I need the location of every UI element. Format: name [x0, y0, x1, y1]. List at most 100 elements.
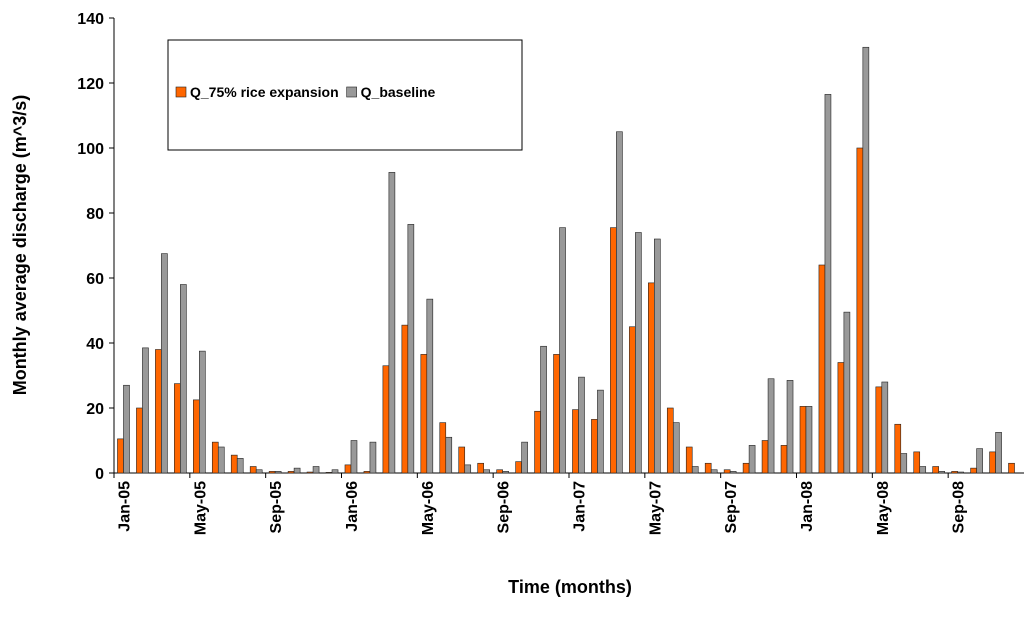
bar: [995, 432, 1002, 474]
bar: [805, 406, 813, 474]
bar: [521, 441, 528, 474]
bar: [211, 441, 219, 474]
y-tick-label: 80: [86, 206, 104, 223]
bar: [445, 436, 453, 474]
x-tick-label: Jan-08: [799, 481, 816, 532]
bar: [255, 469, 263, 474]
bar: [761, 440, 769, 474]
x-tick-label: Sep-07: [723, 481, 740, 534]
bar: [666, 407, 674, 474]
bar: [325, 472, 333, 474]
bar: [799, 406, 807, 474]
bar: [274, 471, 282, 474]
bar: [654, 238, 661, 474]
bar: [932, 466, 939, 474]
y-tick-label: 20: [86, 401, 104, 418]
bar: [439, 422, 447, 474]
legend-box: [167, 39, 523, 151]
bar: [426, 298, 434, 474]
bar: [767, 378, 775, 474]
bar: [648, 282, 655, 474]
bar: [837, 362, 845, 474]
bar: [824, 94, 832, 474]
bar: [742, 462, 750, 474]
bar: [704, 462, 712, 474]
bar: [881, 381, 889, 474]
bar: [957, 471, 964, 474]
bar: [786, 380, 794, 474]
y-tick-label: 40: [86, 336, 104, 353]
x-tick-label: Sep-08: [951, 481, 968, 534]
bar: [919, 466, 927, 474]
x-tick-label: Jan-07: [571, 481, 588, 532]
bar: [685, 446, 693, 474]
x-tick-label: May-08: [875, 481, 892, 535]
bar: [388, 172, 396, 474]
bar: [900, 453, 908, 474]
bar: [369, 441, 377, 474]
bar: [515, 461, 522, 474]
bar: [540, 345, 547, 474]
bar: [862, 46, 870, 474]
bar: [230, 454, 238, 474]
bar: [748, 445, 756, 474]
bar: [344, 464, 352, 474]
bar: [136, 407, 143, 474]
bar: [710, 469, 718, 474]
bar: [1008, 462, 1015, 474]
y-tick-label: 120: [77, 76, 104, 93]
bar: [161, 253, 168, 474]
x-tick-label: May-06: [420, 481, 437, 535]
bar: [894, 423, 902, 474]
legend-label: Q_baseline: [361, 84, 436, 100]
bar: [951, 471, 958, 474]
bar: [401, 324, 409, 474]
bar: [312, 466, 320, 474]
bar: [287, 471, 295, 474]
bar: [217, 446, 225, 474]
bar: [193, 399, 200, 474]
y-tick-label: 140: [77, 11, 104, 28]
bar: [407, 224, 415, 474]
bar: [458, 446, 466, 474]
bar: [843, 311, 851, 474]
legend-swatch: [346, 86, 357, 98]
x-tick-label: Sep-05: [268, 481, 285, 534]
bar: [672, 422, 680, 474]
bar: [856, 147, 864, 474]
bar: [591, 419, 598, 474]
bar: [691, 466, 699, 474]
x-tick-label: May-07: [647, 481, 664, 535]
bar: [174, 383, 181, 474]
bar: [976, 448, 983, 474]
bar: [268, 471, 276, 474]
bar: [123, 384, 130, 474]
bar: [350, 440, 358, 474]
bar: [578, 376, 585, 474]
bar: [236, 458, 244, 474]
bar: [502, 471, 509, 474]
y-tick-label: 60: [86, 271, 104, 288]
bar: [331, 469, 339, 474]
x-tick-label: Jan-06: [344, 481, 361, 532]
bar: [616, 131, 623, 474]
bar: [913, 451, 921, 474]
bar: [818, 264, 826, 474]
bar: [293, 467, 301, 474]
x-tick-label: May-05: [192, 481, 209, 535]
bar: [553, 354, 560, 474]
bar: [180, 284, 187, 474]
bar: [483, 469, 490, 474]
y-axis-label: Monthly average discharge (m^3/s): [10, 95, 30, 396]
bar: [572, 409, 579, 474]
bar: [559, 227, 566, 474]
bar: [382, 365, 390, 474]
bar: [477, 462, 484, 474]
bar: [464, 464, 472, 474]
bar: [534, 410, 541, 474]
bar: [610, 227, 617, 474]
bar: [729, 471, 737, 474]
bar: [155, 349, 162, 474]
y-tick-label: 0: [95, 466, 104, 483]
bar: [249, 466, 257, 474]
